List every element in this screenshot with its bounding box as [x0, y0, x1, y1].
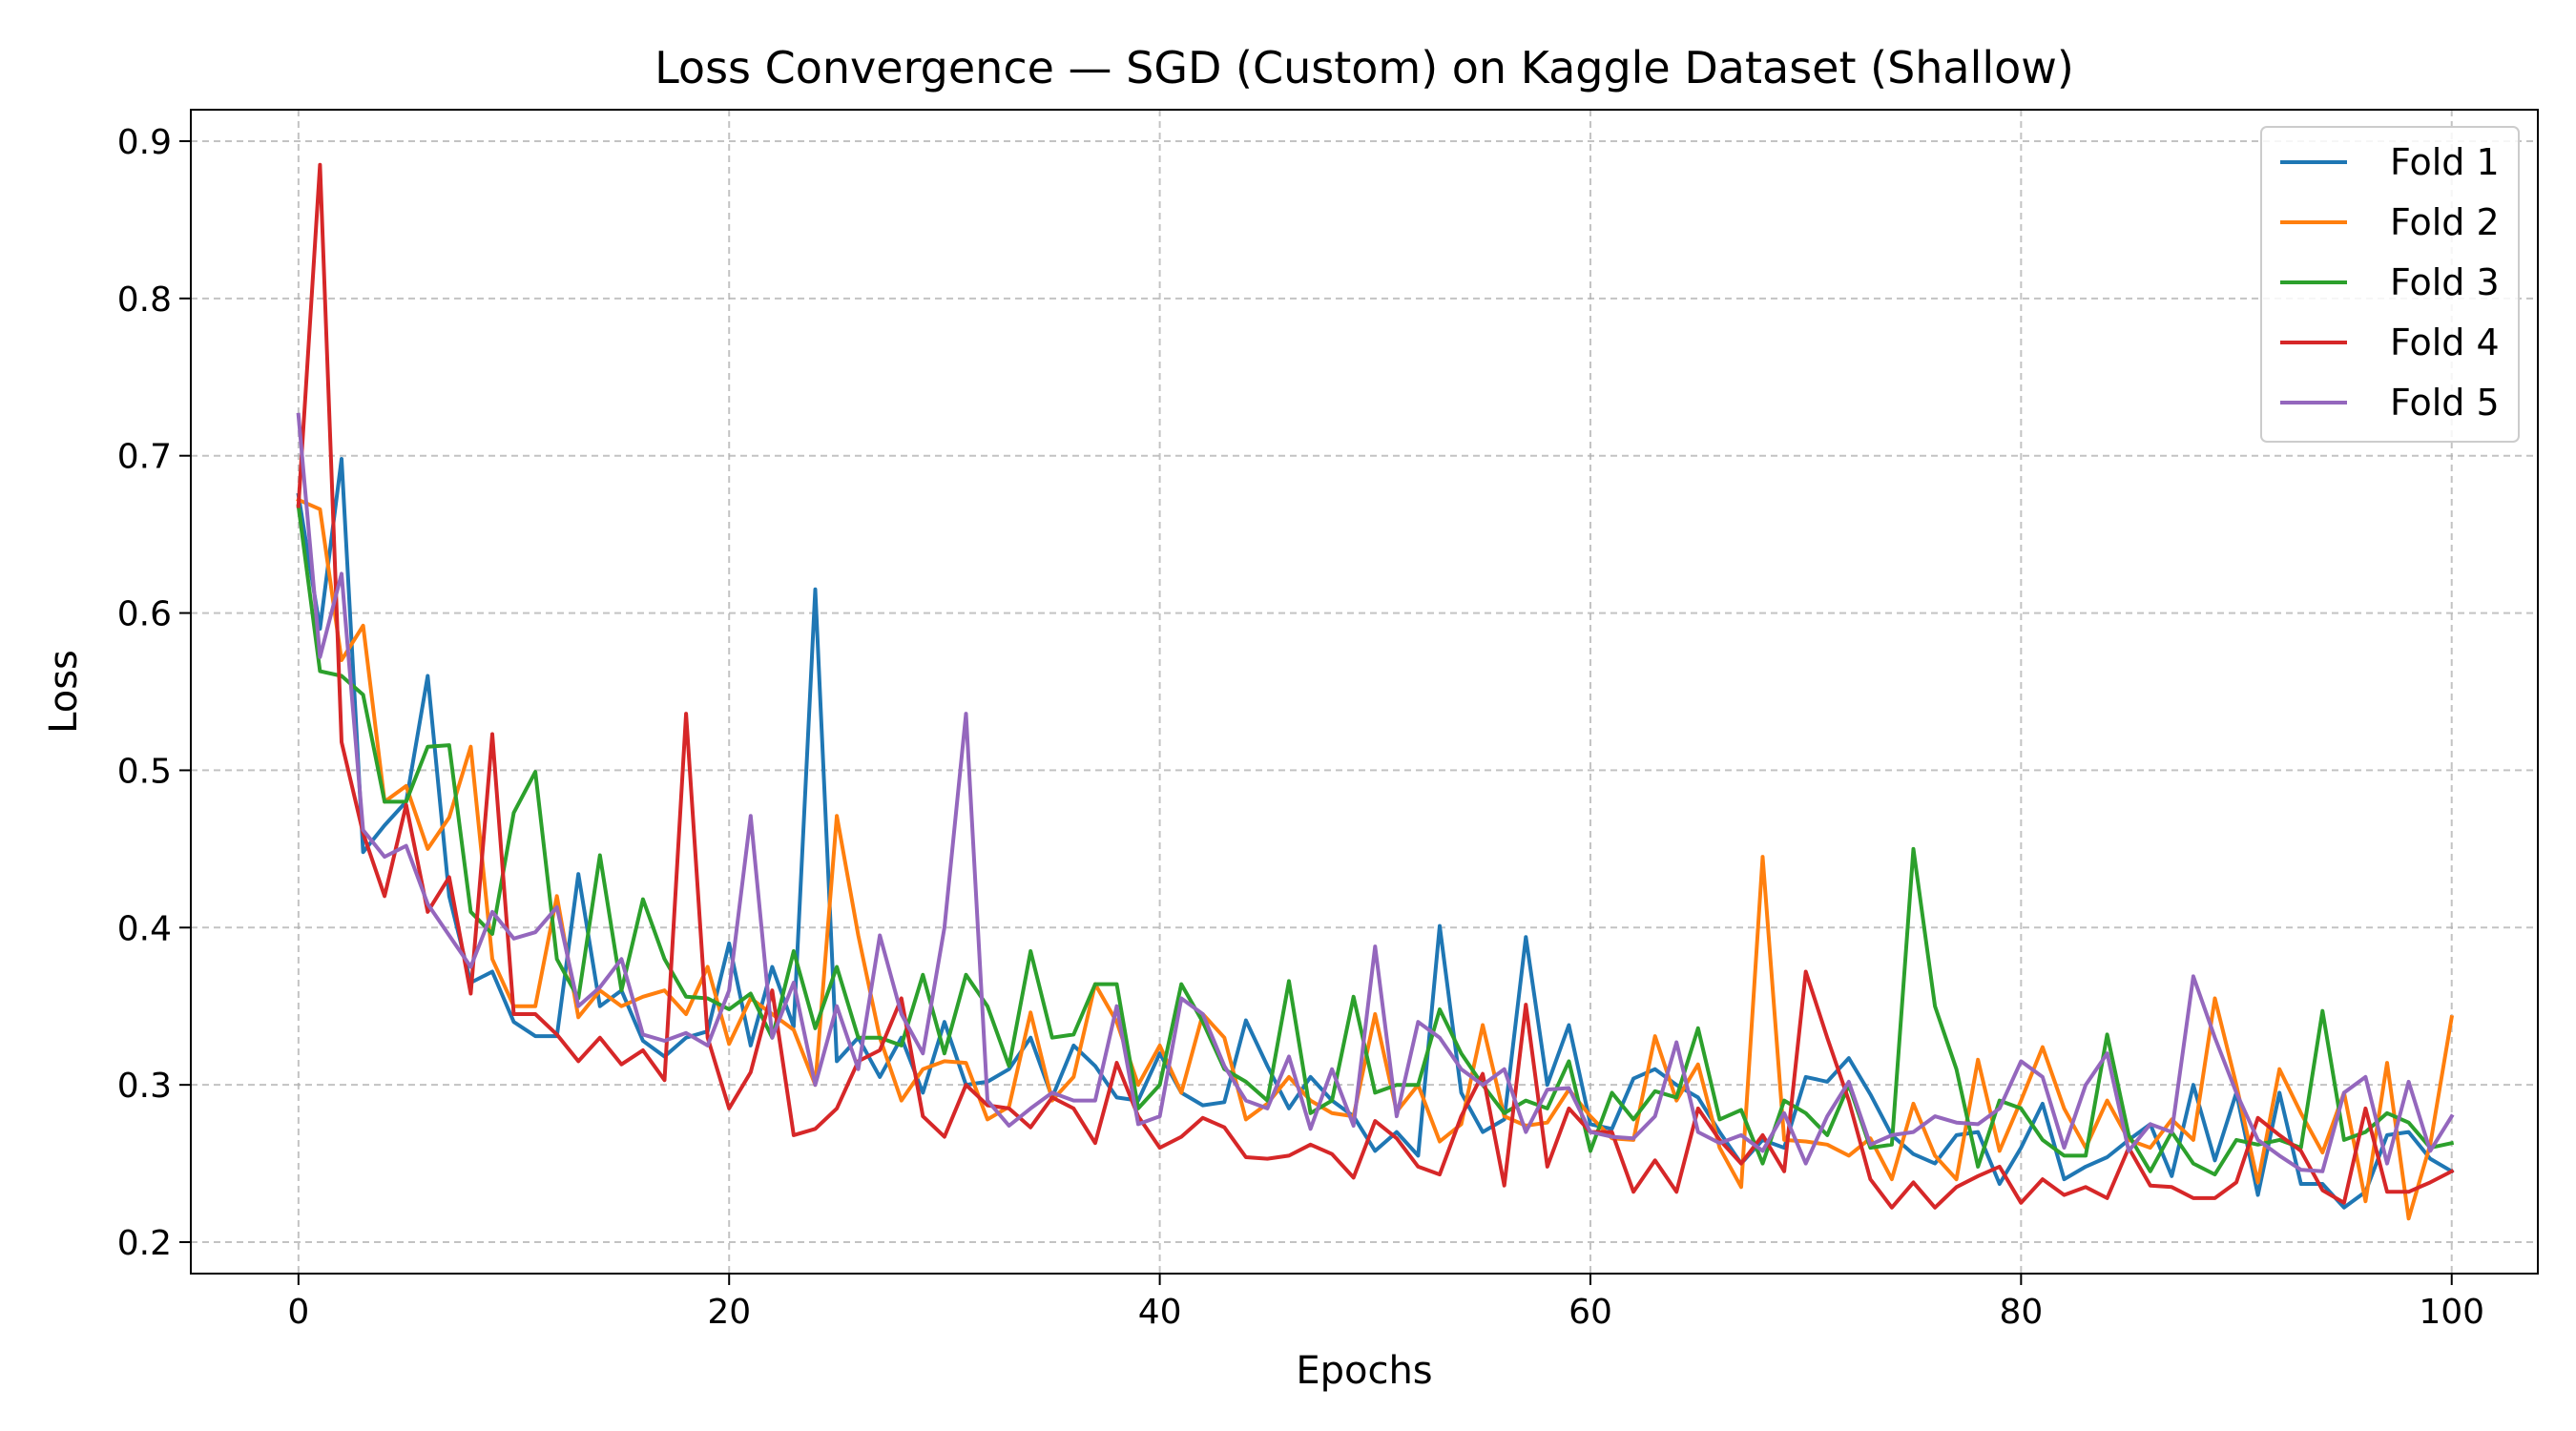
x-axis-ticks: 0 20 40 60 80 100 [287, 1274, 2484, 1332]
chart-title: Loss Convergence — SGD (Custom) on Kaggl… [654, 42, 2074, 93]
series-line-fold-1 [296, 457, 2455, 1210]
legend-label-fold-4: Fold 4 [2390, 321, 2500, 363]
y-axis-title: Loss [42, 650, 86, 734]
y-tick-label: 0.2 [117, 1224, 172, 1263]
grid [191, 110, 2538, 1274]
y-tick-label: 0.5 [117, 752, 172, 791]
y-tick-label: 0.7 [117, 438, 172, 477]
x-tick-label: 100 [2419, 1293, 2484, 1332]
y-tick-label: 0.3 [117, 1067, 172, 1106]
legend-label-fold-3: Fold 3 [2390, 261, 2500, 303]
x-axis-title: Epochs [1296, 1349, 1432, 1393]
legend: Fold 1 Fold 2 Fold 3 Fold 4 Fold 5 [2260, 126, 2520, 443]
series-line-fold-4 [296, 162, 2455, 1210]
x-tick-label: 20 [707, 1293, 751, 1332]
y-tick-label: 0.8 [117, 280, 172, 320]
x-tick-label: 0 [287, 1293, 309, 1332]
y-tick-label: 0.6 [117, 595, 172, 634]
legend-label-fold-2: Fold 2 [2390, 201, 2500, 243]
series-lines [296, 162, 2455, 1221]
legend-label-fold-1: Fold 1 [2390, 141, 2500, 183]
x-tick-label: 80 [1999, 1293, 2043, 1332]
series-line-fold-2 [296, 497, 2455, 1221]
series-line-fold-5 [296, 412, 2455, 1173]
x-tick-label: 40 [1138, 1293, 1182, 1332]
legend-frame [2260, 126, 2520, 443]
legend-items: Fold 1 Fold 2 Fold 3 Fold 4 Fold 5 [2280, 141, 2500, 424]
y-tick-label: 0.4 [117, 909, 172, 948]
y-tick-label: 0.9 [117, 123, 172, 162]
series-line-fold-3 [296, 504, 2455, 1177]
plot-frame [190, 109, 2539, 1275]
y-axis-ticks: 0.2 0.3 0.4 0.5 0.6 0.7 0.8 0.9 [117, 123, 191, 1263]
legend-label-fold-5: Fold 5 [2390, 382, 2500, 424]
x-tick-label: 60 [1568, 1293, 1612, 1332]
